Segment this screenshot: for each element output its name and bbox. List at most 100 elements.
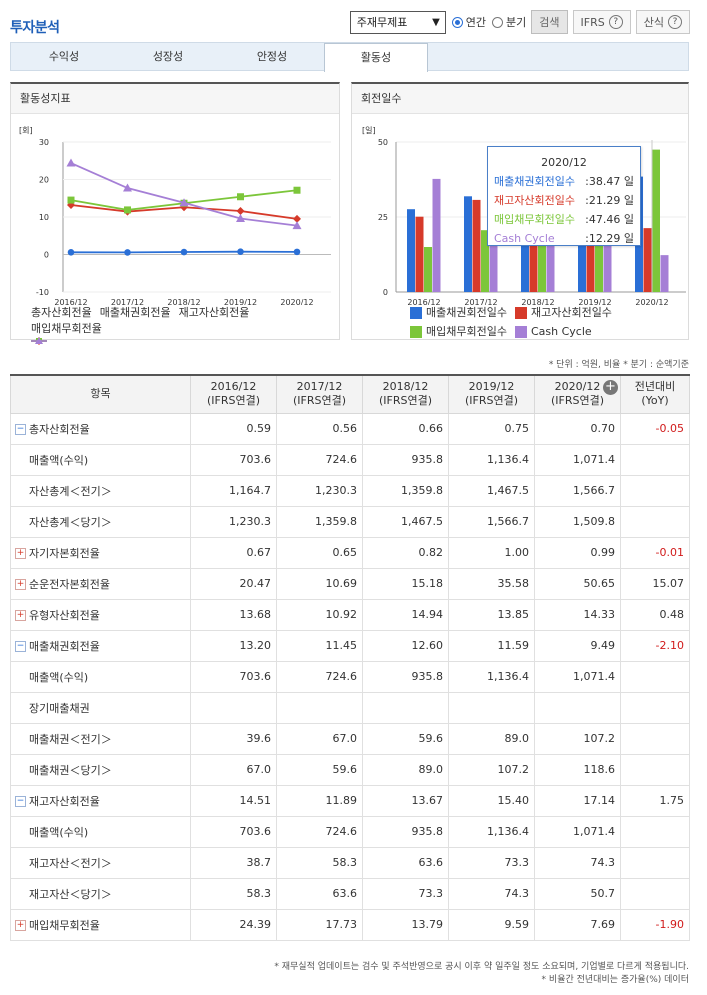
- tab-0[interactable]: 수익성: [48, 50, 80, 63]
- value-cell: 59.6: [276, 753, 363, 786]
- right-legend-item-0[interactable]: 매출채권회전일수: [410, 305, 507, 321]
- row-label-cell[interactable]: + 순운전자본회전율: [10, 567, 191, 600]
- left-point-2-4[interactable]: [293, 186, 301, 194]
- value-cell: 10.69: [276, 567, 363, 600]
- row-label-cell: 재고자산＜당기＞: [10, 877, 191, 910]
- left-legend-item-1[interactable]: 매출채권회전율: [31, 305, 171, 345]
- right-legend-item-2[interactable]: 매입채무회전일수: [410, 324, 507, 340]
- header-line-1: 2017/12: [296, 380, 343, 394]
- left-point-0-3[interactable]: [237, 248, 244, 255]
- right-bar-0-1[interactable]: [464, 196, 472, 292]
- right-bar-1-4[interactable]: [643, 228, 652, 292]
- value-cell: 0.65: [276, 536, 363, 569]
- yoy-cell: [620, 753, 690, 786]
- left-x-tick-label: 2020/12: [280, 298, 313, 305]
- right-bar-1-3[interactable]: [586, 220, 595, 292]
- left-point-3-3[interactable]: [236, 214, 245, 223]
- table-header-cell: 항목: [10, 374, 191, 414]
- left-legend-item-3[interactable]: 매입채무회전율: [31, 321, 102, 344]
- row-label-cell[interactable]: − 총자산회전율: [10, 412, 191, 445]
- formula-button[interactable]: 산식 ?: [635, 10, 690, 34]
- tab-1[interactable]: 성장성: [152, 50, 184, 63]
- right-bar-2-2[interactable]: [538, 212, 546, 293]
- right-bar-2-0[interactable]: [424, 247, 432, 292]
- header-line-2: (YoY): [641, 394, 669, 408]
- yoy-cell: [620, 443, 690, 476]
- right-bar-3-2[interactable]: [546, 204, 555, 292]
- row-label-cell[interactable]: + 자기자본회전율: [10, 536, 191, 569]
- value-cell: 1,359.8: [362, 474, 449, 507]
- value-cell: 1,136.4: [448, 660, 535, 693]
- search-button[interactable]: 검색: [531, 10, 568, 34]
- right-bar-1-2[interactable]: [529, 211, 538, 292]
- row-label-cell[interactable]: − 매출채권회전율: [10, 629, 191, 662]
- header-line-2: (IFRS연결): [464, 394, 519, 408]
- right-bar-3-3[interactable]: [603, 240, 612, 292]
- left-point-0-4[interactable]: [293, 248, 301, 256]
- right-bar-2-4[interactable]: [652, 149, 660, 292]
- value-cell: [534, 691, 621, 724]
- left-y-tick-label: 20: [39, 176, 49, 185]
- yoy-cell: 15.07: [620, 567, 690, 600]
- right-legend-item-1[interactable]: 재고자산회전일수: [514, 305, 612, 321]
- right-bar-0-0[interactable]: [407, 209, 415, 292]
- value-cell: 67.0: [190, 753, 277, 786]
- left-point-2-3[interactable]: [237, 193, 244, 201]
- value-cell: 1.00: [448, 536, 535, 569]
- value-cell: 1,071.4: [534, 443, 621, 476]
- tab-2[interactable]: 안정성: [256, 50, 288, 63]
- left-legend-item-2[interactable]: 재고자산회전율: [31, 305, 249, 344]
- right-bar-2-1[interactable]: [481, 230, 489, 292]
- tab-3[interactable]: 활동성: [324, 43, 428, 72]
- value-cell: 13.20: [190, 629, 277, 662]
- statement-type-value: 주재무제표: [356, 16, 408, 29]
- value-cell: 1,566.7: [448, 505, 535, 538]
- left-point-2-1[interactable]: [124, 206, 131, 214]
- value-cell: 74.3: [448, 877, 535, 910]
- right-bar-3-0[interactable]: [432, 178, 441, 292]
- left-point-0-1[interactable]: [124, 249, 131, 256]
- left-point-3-0[interactable]: [66, 158, 76, 167]
- left-point-3-4[interactable]: [292, 221, 302, 230]
- right-bar-3-4[interactable]: [660, 255, 669, 292]
- expand-columns-icon[interactable]: +: [603, 380, 618, 395]
- expand-plus-icon[interactable]: +: [15, 610, 26, 621]
- right-bar-0-2[interactable]: [521, 205, 529, 292]
- row-label-cell[interactable]: − 재고자산회전율: [10, 784, 191, 817]
- right-bar-1-0[interactable]: [415, 216, 424, 292]
- right-bar-1-1[interactable]: [472, 199, 481, 292]
- header-controls: 주재무제표 ▼ 연간 분기 검색 IFRS ? 산식 ?: [349, 10, 690, 34]
- value-cell: 0.59: [190, 412, 277, 445]
- statement-type-select[interactable]: 주재무제표 ▼: [349, 10, 446, 34]
- expand-plus-icon[interactable]: +: [15, 579, 26, 590]
- left-point-3-2[interactable]: [179, 198, 189, 207]
- left-point-1-3[interactable]: [236, 207, 245, 216]
- left-legend-item-0[interactable]: 총자산회전율: [31, 305, 92, 344]
- left-point-1-4[interactable]: [293, 214, 301, 223]
- ifrs-button[interactable]: IFRS ?: [572, 10, 631, 34]
- value-cell: 107.2: [534, 722, 621, 755]
- radio-quarter[interactable]: 분기: [492, 14, 526, 30]
- expand-plus-icon[interactable]: +: [15, 548, 26, 559]
- row-label: 재고자산＜전기＞: [29, 856, 112, 870]
- radio-annual[interactable]: 연간: [451, 14, 486, 30]
- value-cell: 1,071.4: [534, 660, 621, 693]
- left-y-tick-label: 0: [44, 251, 49, 260]
- collapse-minus-icon[interactable]: −: [15, 424, 26, 435]
- left-point-2-0[interactable]: [67, 196, 75, 204]
- tooltip-row: 재고자산회전일수:21.29 일: [494, 191, 634, 210]
- expand-plus-icon[interactable]: +: [15, 920, 26, 931]
- left-point-0-0[interactable]: [67, 248, 75, 256]
- left-chart-legend: 총자산회전율 매출채권회전율 재고자산회전율 매입채무회전율: [31, 305, 336, 345]
- right-legend-label: 매출채권회전일수: [426, 306, 507, 319]
- left-point-3-1[interactable]: [123, 183, 132, 192]
- footnote-yoy: * 비율간 전년대비는 증가율(%) 데이터: [541, 975, 689, 985]
- row-label-cell[interactable]: + 유형자산회전율: [10, 598, 191, 631]
- row-label-cell[interactable]: + 매입채무회전율: [10, 908, 191, 941]
- collapse-minus-icon[interactable]: −: [15, 641, 26, 652]
- left-point-0-2[interactable]: [180, 248, 188, 256]
- right-legend-item-3[interactable]: Cash Cycle: [514, 324, 592, 340]
- table-row: 매출액(수익) 703.6 724.6 935.8 1,136.4 1,071.4: [10, 815, 690, 848]
- collapse-minus-icon[interactable]: −: [15, 796, 26, 807]
- yoy-cell: [620, 846, 690, 879]
